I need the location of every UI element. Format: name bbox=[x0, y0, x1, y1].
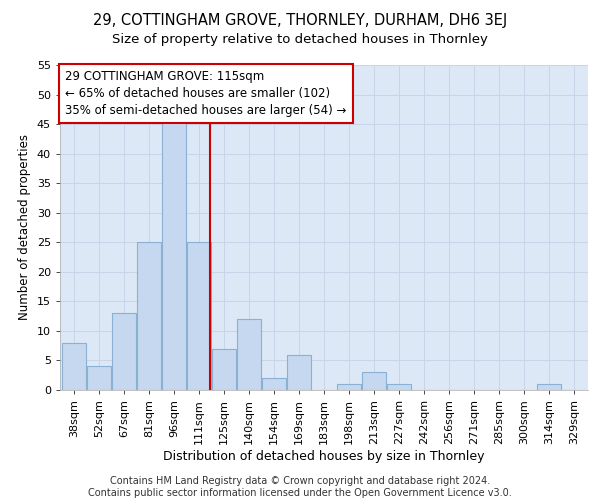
Y-axis label: Number of detached properties: Number of detached properties bbox=[18, 134, 31, 320]
X-axis label: Distribution of detached houses by size in Thornley: Distribution of detached houses by size … bbox=[163, 450, 485, 462]
Bar bbox=[538, 384, 561, 390]
Bar bbox=[187, 242, 211, 390]
Bar bbox=[387, 384, 411, 390]
Text: 29, COTTINGHAM GROVE, THORNLEY, DURHAM, DH6 3EJ: 29, COTTINGHAM GROVE, THORNLEY, DURHAM, … bbox=[93, 12, 507, 28]
Bar bbox=[137, 242, 161, 390]
Bar bbox=[112, 313, 136, 390]
Bar bbox=[162, 118, 186, 390]
Text: Size of property relative to detached houses in Thornley: Size of property relative to detached ho… bbox=[112, 32, 488, 46]
Bar bbox=[212, 348, 236, 390]
Text: 29 COTTINGHAM GROVE: 115sqm
← 65% of detached houses are smaller (102)
35% of se: 29 COTTINGHAM GROVE: 115sqm ← 65% of det… bbox=[65, 70, 347, 117]
Text: Contains HM Land Registry data © Crown copyright and database right 2024.
Contai: Contains HM Land Registry data © Crown c… bbox=[88, 476, 512, 498]
Bar bbox=[362, 372, 386, 390]
Bar bbox=[262, 378, 286, 390]
Bar bbox=[337, 384, 361, 390]
Bar bbox=[237, 319, 261, 390]
Bar bbox=[287, 354, 311, 390]
Bar bbox=[62, 342, 86, 390]
Bar bbox=[87, 366, 110, 390]
